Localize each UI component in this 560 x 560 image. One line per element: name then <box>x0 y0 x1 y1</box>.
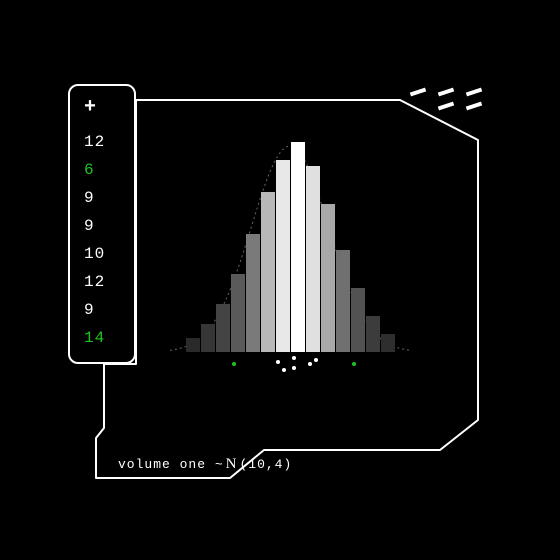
sidebar-value: 9 <box>84 212 134 240</box>
caption-dist-symbol: N <box>226 456 238 473</box>
sidebar-panel: + 126991012914 <box>68 84 136 364</box>
caption-prefix: volume one ~ <box>118 457 224 472</box>
sidebar-value: 12 <box>84 268 134 296</box>
sidebar-value: 12 <box>84 128 134 156</box>
sidebar-value: 9 <box>84 184 134 212</box>
plus-icon: + <box>84 98 134 118</box>
sidebar-value: 6 <box>84 156 134 184</box>
sidebar-value: 14 <box>84 324 134 352</box>
caption-params: (10,4) <box>239 457 292 472</box>
corner-marks <box>410 90 482 108</box>
sidebar-value: 9 <box>84 296 134 324</box>
caption: volume one ~ N (10,4) <box>118 456 292 473</box>
sidebar-value: 10 <box>84 240 134 268</box>
